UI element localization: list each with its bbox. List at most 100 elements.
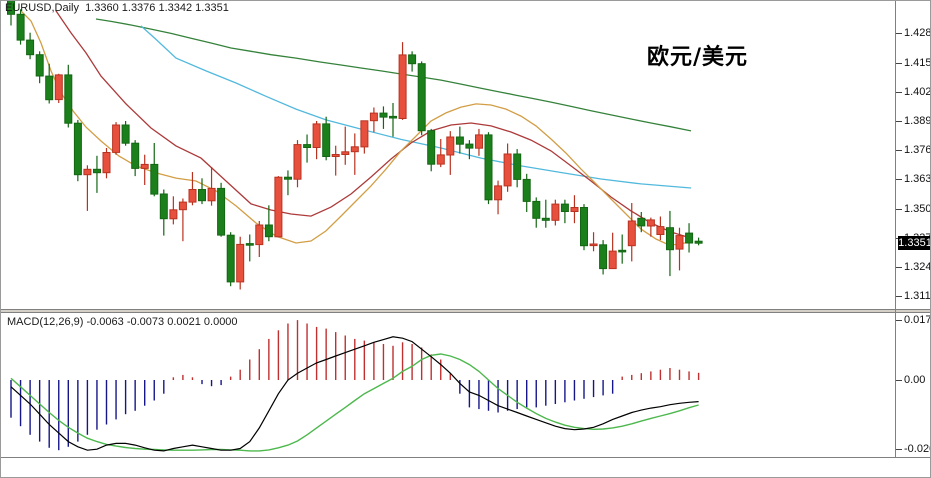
- candle: [64, 64, 73, 128]
- macd-indicator-panel[interactable]: [1, 313, 895, 457]
- price-axis-tick: [896, 296, 902, 297]
- candle: [551, 199, 560, 226]
- candle: [541, 199, 550, 228]
- ma-orange: [20, 10, 692, 246]
- candle: [455, 126, 464, 154]
- candle: [274, 176, 283, 238]
- candle: [112, 122, 121, 155]
- candle: [350, 133, 359, 175]
- price-axis-tick: [896, 92, 902, 93]
- candle: [159, 189, 168, 236]
- candle: [198, 178, 206, 205]
- candle: [694, 237, 703, 246]
- candle: [264, 205, 273, 242]
- candle: [140, 154, 149, 185]
- candle: [379, 106, 388, 129]
- candle: [627, 203, 636, 262]
- candle: [303, 134, 312, 163]
- candle: [475, 128, 483, 156]
- candle: [226, 232, 235, 287]
- candle: [522, 173, 531, 212]
- candle: [618, 234, 627, 264]
- date-axis[interactable]: 2 Sep 201112 Sep 201121 Sep 201130 Sep 2…: [1, 457, 930, 477]
- candle: [188, 172, 197, 206]
- candle: [93, 155, 101, 193]
- price-axis-tick: [896, 63, 902, 64]
- price-axis-label: 1.3895: [904, 115, 931, 127]
- candle: [398, 42, 407, 120]
- candle: [236, 236, 245, 290]
- candle: [637, 212, 646, 233]
- candle: [322, 116, 331, 161]
- candle: [513, 149, 522, 188]
- price-chart-panel[interactable]: [1, 1, 895, 309]
- candle: [656, 216, 665, 241]
- price-axis-tick: [896, 33, 902, 34]
- candle: [646, 217, 655, 237]
- candle: [54, 73, 63, 103]
- macd-panel-bottom-border: [1, 457, 930, 458]
- candle: [532, 197, 541, 228]
- macd-axis-tick: [896, 320, 902, 321]
- ma-red: [55, 10, 692, 239]
- macd-axis-label: -0.0202: [904, 443, 930, 455]
- symbol-title: EURUSD,Daily 1.3360 1.3376 1.3342 1.3351: [5, 2, 229, 14]
- candle: [666, 210, 674, 277]
- price-axis-tick: [896, 179, 902, 180]
- price-axis-label: 1.3635: [904, 173, 931, 185]
- candle: [560, 199, 569, 224]
- candle: [73, 119, 82, 182]
- candle: [255, 221, 264, 257]
- panel-splitter[interactable]: [1, 309, 930, 313]
- current-price-badge: 1.3351: [898, 236, 931, 250]
- candle: [178, 198, 187, 242]
- candle: [389, 103, 397, 137]
- price-axis-label: 1.4155: [904, 57, 931, 69]
- macd-main-line: [10, 336, 699, 452]
- candle: [570, 195, 579, 224]
- candle: [312, 121, 321, 160]
- price-axis-label: 1.3505: [904, 203, 931, 215]
- macd-axis-tick: [896, 380, 902, 381]
- candle: [417, 61, 426, 136]
- candle: [293, 140, 302, 188]
- candle: [169, 196, 178, 225]
- candle: [436, 139, 445, 168]
- ma-cyan: [140, 25, 692, 189]
- price-axis-label: 1.3765: [904, 144, 931, 156]
- candle: [331, 145, 340, 176]
- candle: [83, 165, 92, 211]
- candle: [369, 107, 378, 133]
- candle: [7, 1, 15, 26]
- price-axis-tick: [896, 267, 902, 268]
- candle: [26, 32, 35, 60]
- macd-axis-label: 0.0176: [904, 314, 931, 326]
- candle: [503, 143, 512, 192]
- candle: [675, 227, 684, 271]
- candle: [121, 121, 130, 146]
- price-axis-line: [895, 1, 896, 457]
- price-axis-tick: [896, 121, 902, 122]
- candle: [446, 131, 455, 175]
- price-axis-label: 1.3115: [904, 290, 931, 302]
- candle: [102, 148, 111, 179]
- candle: [494, 180, 503, 215]
- macd-axis-label: 0.00: [904, 374, 926, 386]
- candle: [207, 167, 216, 206]
- candle: [150, 143, 159, 197]
- candle: [408, 51, 417, 72]
- macd-indicator-label: MACD(12,26,9) -0.0063 -0.0073 0.0021 0.0…: [7, 316, 238, 328]
- price-axis-label: 1.4285: [904, 27, 931, 39]
- candle: [16, 9, 25, 45]
- candle: [589, 232, 598, 252]
- macd-axis-tick: [896, 449, 902, 450]
- candle: [217, 182, 226, 237]
- candle: [45, 63, 54, 104]
- candle: [685, 223, 694, 253]
- candle: [484, 132, 493, 205]
- candle: [284, 170, 292, 196]
- candle: [465, 140, 474, 160]
- candle: [608, 232, 617, 270]
- candle: [35, 51, 44, 84]
